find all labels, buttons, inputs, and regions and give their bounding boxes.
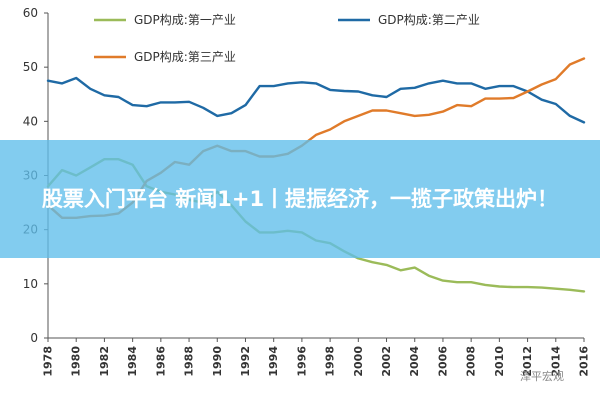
- x-tick-label: 1996: [295, 346, 308, 377]
- x-tick-label: 1978: [42, 346, 55, 377]
- x-tick-label: 1984: [126, 346, 139, 377]
- legend-label-3: GDP构成:第三产业: [134, 49, 236, 64]
- y-tick-label: 50: [23, 60, 38, 74]
- x-tick-label: 2002: [380, 346, 393, 377]
- x-tick-label: 1982: [98, 346, 111, 377]
- watermark: 泽平宏观: [520, 368, 564, 384]
- legend-label-2: GDP构成:第二产业: [378, 12, 480, 27]
- series-line-2: [46, 76, 586, 124]
- legend-label-1: GDP构成:第一产业: [134, 12, 236, 27]
- x-tick-label: 2004: [408, 346, 421, 377]
- headline-text[interactable]: 股票入门平台 新闻1+1丨提振经济，一揽子政策出炉！: [41, 187, 559, 211]
- chart-legend: GDP构成:第一产业 GDP构成:第二产业 GDP构成:第三产业: [94, 12, 480, 64]
- x-tick-label: 2012: [521, 346, 534, 377]
- x-tick-label: 2016: [578, 346, 591, 377]
- y-tick-label: 10: [23, 277, 38, 291]
- y-tick-label: 0: [30, 331, 38, 345]
- x-tick-label: 1990: [211, 346, 224, 377]
- x-tick-label: 2008: [465, 346, 478, 377]
- x-tick-label: 2006: [436, 346, 449, 377]
- x-tick-label: 1998: [324, 346, 337, 377]
- x-tick-label: 2000: [352, 346, 365, 377]
- x-tick-label: 1980: [70, 346, 83, 377]
- y-tick-label: 40: [23, 114, 38, 128]
- x-tick-label: 1994: [267, 346, 280, 377]
- x-tick-label: 1992: [239, 346, 252, 377]
- x-tick-label: 1988: [183, 346, 196, 377]
- headline-banner[interactable]: 股票入门平台 新闻1+1丨提振经济，一揽子政策出炉！: [0, 140, 600, 258]
- y-tick-label: 60: [23, 6, 38, 20]
- x-tick-label: 2014: [549, 346, 562, 377]
- x-tick-label: 1986: [154, 346, 167, 377]
- x-tick-label: 2010: [493, 346, 506, 377]
- watermark-text: 泽平宏观: [520, 370, 564, 383]
